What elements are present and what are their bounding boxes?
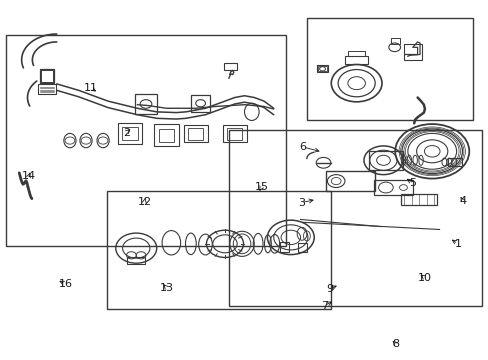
Text: 2: 2 bbox=[122, 128, 130, 138]
Bar bbox=[135, 94, 157, 114]
Bar bbox=[228, 130, 482, 306]
Bar bbox=[368, 150, 402, 170]
Bar bbox=[154, 125, 178, 146]
Text: 13: 13 bbox=[159, 283, 173, 293]
Text: 7: 7 bbox=[321, 301, 328, 311]
Bar bbox=[190, 95, 210, 112]
Bar bbox=[41, 70, 53, 82]
Text: 10: 10 bbox=[417, 273, 431, 283]
Bar bbox=[316, 65, 328, 72]
Text: 6: 6 bbox=[299, 142, 306, 152]
Bar bbox=[403, 44, 422, 60]
Bar bbox=[347, 51, 365, 56]
Text: 15: 15 bbox=[254, 182, 268, 192]
Bar bbox=[318, 66, 326, 71]
Bar bbox=[298, 243, 306, 252]
Bar bbox=[279, 242, 289, 252]
Text: 12: 12 bbox=[137, 197, 151, 207]
Text: 4: 4 bbox=[458, 196, 466, 206]
Bar bbox=[158, 129, 174, 141]
Bar bbox=[107, 191, 330, 309]
Bar bbox=[188, 128, 203, 140]
Text: 9: 9 bbox=[325, 284, 333, 294]
Text: 14: 14 bbox=[22, 171, 36, 181]
Bar bbox=[127, 257, 145, 264]
Bar bbox=[373, 180, 412, 195]
Text: 11: 11 bbox=[84, 83, 98, 93]
Bar bbox=[390, 38, 399, 44]
Bar bbox=[38, 84, 56, 94]
Text: 16: 16 bbox=[59, 279, 72, 289]
Bar bbox=[122, 127, 138, 140]
Text: 5: 5 bbox=[408, 178, 415, 188]
Bar bbox=[5, 35, 285, 246]
Text: 3: 3 bbox=[298, 198, 305, 208]
Bar bbox=[326, 171, 374, 191]
Bar bbox=[306, 18, 472, 120]
Bar bbox=[400, 194, 436, 205]
Text: 8: 8 bbox=[391, 339, 398, 349]
Bar bbox=[183, 125, 207, 142]
Bar bbox=[40, 69, 54, 83]
Bar bbox=[223, 63, 237, 70]
Bar bbox=[222, 125, 246, 142]
Text: 1: 1 bbox=[454, 239, 461, 249]
Bar bbox=[227, 128, 242, 140]
Bar bbox=[118, 123, 142, 144]
Bar bbox=[344, 56, 367, 64]
Bar bbox=[447, 158, 461, 166]
